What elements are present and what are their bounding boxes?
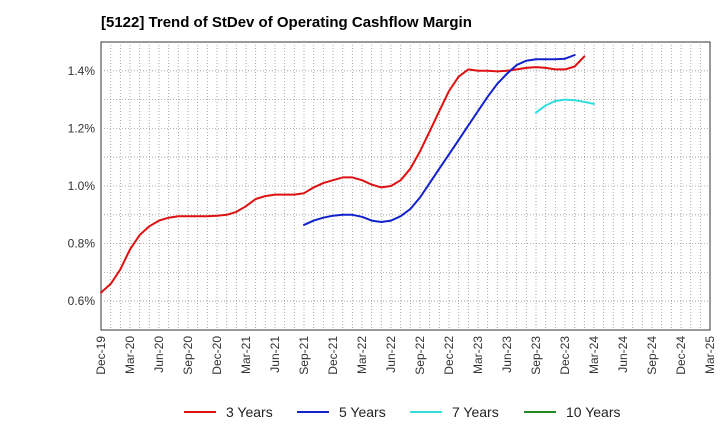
legend-label-5-years: 5 Years	[339, 404, 386, 420]
x-tick-label: Dec-21	[326, 336, 340, 375]
x-tick-label: Mar-24	[587, 336, 601, 374]
grid-layer	[101, 42, 710, 330]
x-tick-label: Jun-22	[384, 336, 398, 373]
x-tick-label: Jun-21	[268, 336, 282, 373]
x-tick-label: Mar-23	[471, 336, 485, 374]
x-tick-label: Jun-24	[616, 336, 630, 373]
x-tick-label: Mar-22	[355, 336, 369, 374]
series-layer	[100, 54, 595, 294]
axis-layer: 0.6% 0.8% 1.0% 1.2% 1.4% Dec-19 Mar-20 Jun-20 Se…	[68, 64, 717, 375]
y-tick-label: 1.4%	[68, 64, 96, 78]
x-tick-label: Dec-24	[674, 336, 688, 375]
legend-label-3-years: 3 Years	[226, 404, 273, 420]
legend-swatch-3-years	[184, 411, 216, 413]
x-tick-label: Sep-20	[181, 336, 195, 375]
legend-item-5-years: 5 Years	[297, 404, 386, 420]
x-tick-label: Mar-21	[239, 336, 253, 374]
x-tick-label: Sep-24	[645, 336, 659, 375]
series-line-5-years	[303, 54, 576, 226]
y-tick-label: 0.6%	[68, 294, 96, 308]
x-tick-label: Jun-20	[152, 336, 166, 373]
x-tick-label: Dec-20	[210, 336, 224, 375]
x-tick-label: Sep-21	[297, 336, 311, 375]
plot-area	[100, 41, 711, 331]
legend: 3 Years 5 Years 7 Years 10 Years	[0, 404, 720, 426]
legend-swatch-7-years	[410, 411, 442, 413]
legend-swatch-5-years	[297, 411, 329, 413]
legend-label-10-years: 10 Years	[566, 404, 621, 420]
legend-item-10-years: 10 Years	[524, 404, 621, 420]
legend-label-7-years: 7 Years	[452, 404, 499, 420]
series-line-3-years	[100, 55, 586, 294]
x-tick-label: Jun-23	[500, 336, 514, 373]
y-tick-label: 1.0%	[68, 179, 96, 193]
x-tick-label: Mar-20	[123, 336, 137, 374]
x-tick-label: Dec-19	[94, 336, 108, 375]
x-tick-label: Dec-23	[558, 336, 572, 375]
x-tick-label: Sep-23	[529, 336, 543, 375]
legend-item-7-years: 7 Years	[410, 404, 499, 420]
series-line-7-years	[535, 98, 595, 114]
x-tick-label: Dec-22	[442, 336, 456, 375]
x-tick-label: Mar-25	[703, 336, 717, 374]
legend-swatch-10-years	[524, 411, 556, 413]
x-tick-label: Sep-22	[413, 336, 427, 375]
chart-title: [5122] Trend of StDev of Operating Cashf…	[101, 14, 472, 31]
y-tick-label: 0.8%	[68, 237, 96, 251]
legend-item-3-years: 3 Years	[184, 404, 273, 420]
y-tick-label: 1.2%	[68, 121, 96, 135]
